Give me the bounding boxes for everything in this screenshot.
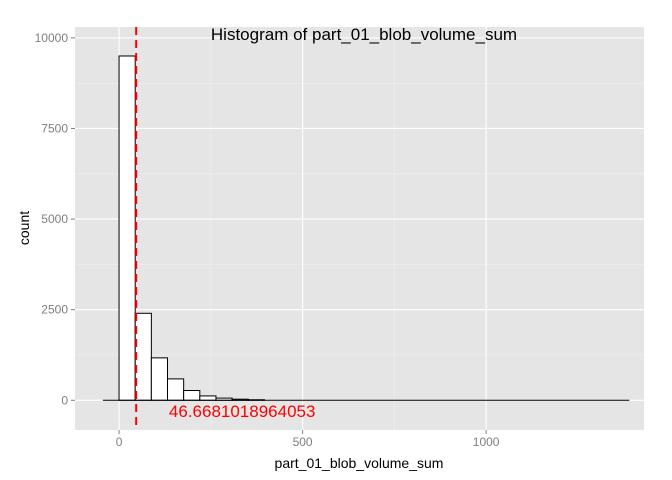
y-tick-label: 7500 (41, 121, 68, 135)
histogram-bar (183, 389, 201, 401)
histogram-bar (150, 357, 169, 401)
histogram-bar (118, 55, 136, 401)
histogram-bar (199, 395, 217, 401)
x-tick-label: 500 (293, 435, 313, 449)
x-tick-label: 1000 (473, 435, 500, 449)
y-tick-label: 2500 (41, 303, 68, 317)
y-tick-label: 0 (61, 393, 68, 407)
y-tick-label: 5000 (41, 212, 68, 226)
plot-panel (75, 27, 644, 430)
y-tick-label: 10000 (35, 31, 69, 45)
mean-marker: 46.6681018964053 (135, 27, 316, 430)
histogram-bar (167, 378, 185, 401)
x-tick-label: 0 (116, 435, 123, 449)
x-axis-ticks: 0 500 1000 (116, 430, 500, 449)
histogram-bar (134, 312, 152, 401)
x-axis-title: part_01_blob_volume_sum (275, 455, 444, 471)
chart-title: Histogram of part_01_blob_volume_sum (211, 25, 517, 44)
grid-minor (75, 27, 644, 430)
mean-label: 46.6681018964053 (169, 402, 316, 421)
y-axis-title: count (16, 211, 32, 245)
y-axis-ticks: 0 2500 5000 7500 10000 (35, 31, 75, 407)
histogram-bars (102, 55, 630, 401)
